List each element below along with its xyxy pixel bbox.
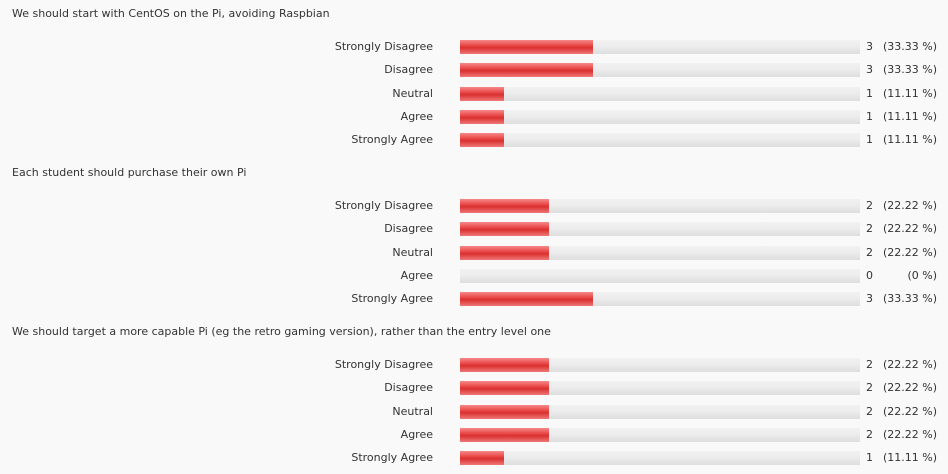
response-row: Neutral 1 (11.11 %) bbox=[0, 87, 948, 101]
percent-label: (11.11 %) bbox=[882, 110, 937, 123]
bar-track bbox=[460, 358, 860, 372]
bar bbox=[460, 246, 549, 260]
bar bbox=[460, 110, 504, 124]
category-label: Agree bbox=[400, 428, 433, 441]
bar-track bbox=[460, 269, 860, 283]
percent-label: (22.22 %) bbox=[882, 199, 937, 212]
question-title: We should start with CentOS on the Pi, a… bbox=[12, 7, 330, 20]
response-row: Agree 1 (11.11 %) bbox=[0, 110, 948, 124]
percent-label: (22.22 %) bbox=[882, 405, 937, 418]
category-label: Disagree bbox=[384, 63, 433, 76]
count-label: 0 bbox=[866, 269, 873, 282]
bar-track bbox=[460, 246, 860, 260]
percent-label: (11.11 %) bbox=[882, 133, 937, 146]
question-title: We should target a more capable Pi (eg t… bbox=[12, 325, 551, 338]
category-label: Disagree bbox=[384, 381, 433, 394]
bar-track bbox=[460, 133, 860, 147]
bar-track bbox=[460, 63, 860, 77]
category-label: Disagree bbox=[384, 222, 433, 235]
response-row: Disagree 2 (22.22 %) bbox=[0, 381, 948, 395]
bar bbox=[460, 428, 549, 442]
bar-track bbox=[460, 199, 860, 213]
category-label: Strongly Agree bbox=[351, 451, 433, 464]
percent-label: (11.11 %) bbox=[882, 451, 937, 464]
response-row: Strongly Disagree 3 (33.33 %) bbox=[0, 40, 948, 54]
category-label: Strongly Agree bbox=[351, 133, 433, 146]
count-label: 1 bbox=[866, 110, 873, 123]
response-row: Strongly Agree 1 (11.11 %) bbox=[0, 133, 948, 147]
count-label: 3 bbox=[866, 63, 873, 76]
response-row: Strongly Agree 3 (33.33 %) bbox=[0, 292, 948, 306]
percent-label: (22.22 %) bbox=[882, 246, 937, 259]
category-label: Agree bbox=[400, 269, 433, 282]
percent-label: (22.22 %) bbox=[882, 381, 937, 394]
bar bbox=[460, 40, 593, 54]
count-label: 1 bbox=[866, 451, 873, 464]
percent-label: (33.33 %) bbox=[882, 292, 937, 305]
category-label: Strongly Disagree bbox=[334, 358, 433, 371]
bar bbox=[460, 63, 593, 77]
response-row: Strongly Agree 1 (11.11 %) bbox=[0, 451, 948, 465]
response-row: Strongly Disagree 2 (22.22 %) bbox=[0, 199, 948, 213]
question-title: Each student should purchase their own P… bbox=[12, 166, 247, 179]
count-label: 2 bbox=[866, 405, 873, 418]
category-label: Neutral bbox=[392, 87, 433, 100]
bar-track bbox=[460, 222, 860, 236]
bar-track bbox=[460, 87, 860, 101]
bar-track bbox=[460, 451, 860, 465]
bar bbox=[460, 133, 504, 147]
category-label: Strongly Disagree bbox=[334, 199, 433, 212]
percent-label: (22.22 %) bbox=[882, 222, 937, 235]
category-label: Neutral bbox=[392, 405, 433, 418]
category-label: Strongly Agree bbox=[351, 292, 433, 305]
bar-track bbox=[460, 428, 860, 442]
percent-label: (33.33 %) bbox=[882, 63, 937, 76]
bar bbox=[460, 292, 593, 306]
response-row: Agree 0 (0 %) bbox=[0, 269, 948, 283]
count-label: 2 bbox=[866, 358, 873, 371]
bar-track bbox=[460, 110, 860, 124]
bar bbox=[460, 358, 549, 372]
count-label: 1 bbox=[866, 87, 873, 100]
category-label: Strongly Disagree bbox=[334, 40, 433, 53]
response-row: Neutral 2 (22.22 %) bbox=[0, 405, 948, 419]
bar bbox=[460, 199, 549, 213]
percent-label: (22.22 %) bbox=[882, 358, 937, 371]
category-label: Neutral bbox=[392, 246, 433, 259]
bar bbox=[460, 381, 549, 395]
response-row: Strongly Disagree 2 (22.22 %) bbox=[0, 358, 948, 372]
response-row: Disagree 3 (33.33 %) bbox=[0, 63, 948, 77]
count-label: 2 bbox=[866, 199, 873, 212]
bar-track bbox=[460, 405, 860, 419]
response-row: Disagree 2 (22.22 %) bbox=[0, 222, 948, 236]
bar bbox=[460, 87, 504, 101]
response-row: Agree 2 (22.22 %) bbox=[0, 428, 948, 442]
percent-label: (22.22 %) bbox=[882, 428, 937, 441]
count-label: 3 bbox=[866, 40, 873, 53]
percent-label: (33.33 %) bbox=[882, 40, 937, 53]
bar-track bbox=[460, 40, 860, 54]
response-row: Neutral 2 (22.22 %) bbox=[0, 246, 948, 260]
bar bbox=[460, 222, 549, 236]
bar-track bbox=[460, 381, 860, 395]
count-label: 2 bbox=[866, 428, 873, 441]
count-label: 2 bbox=[866, 246, 873, 259]
percent-label: (0 %) bbox=[907, 269, 937, 282]
count-label: 3 bbox=[866, 292, 873, 305]
bar-track bbox=[460, 292, 860, 306]
category-label: Agree bbox=[400, 110, 433, 123]
count-label: 1 bbox=[866, 133, 873, 146]
count-label: 2 bbox=[866, 381, 873, 394]
percent-label: (11.11 %) bbox=[882, 87, 937, 100]
bar bbox=[460, 451, 504, 465]
count-label: 2 bbox=[866, 222, 873, 235]
bar bbox=[460, 405, 549, 419]
